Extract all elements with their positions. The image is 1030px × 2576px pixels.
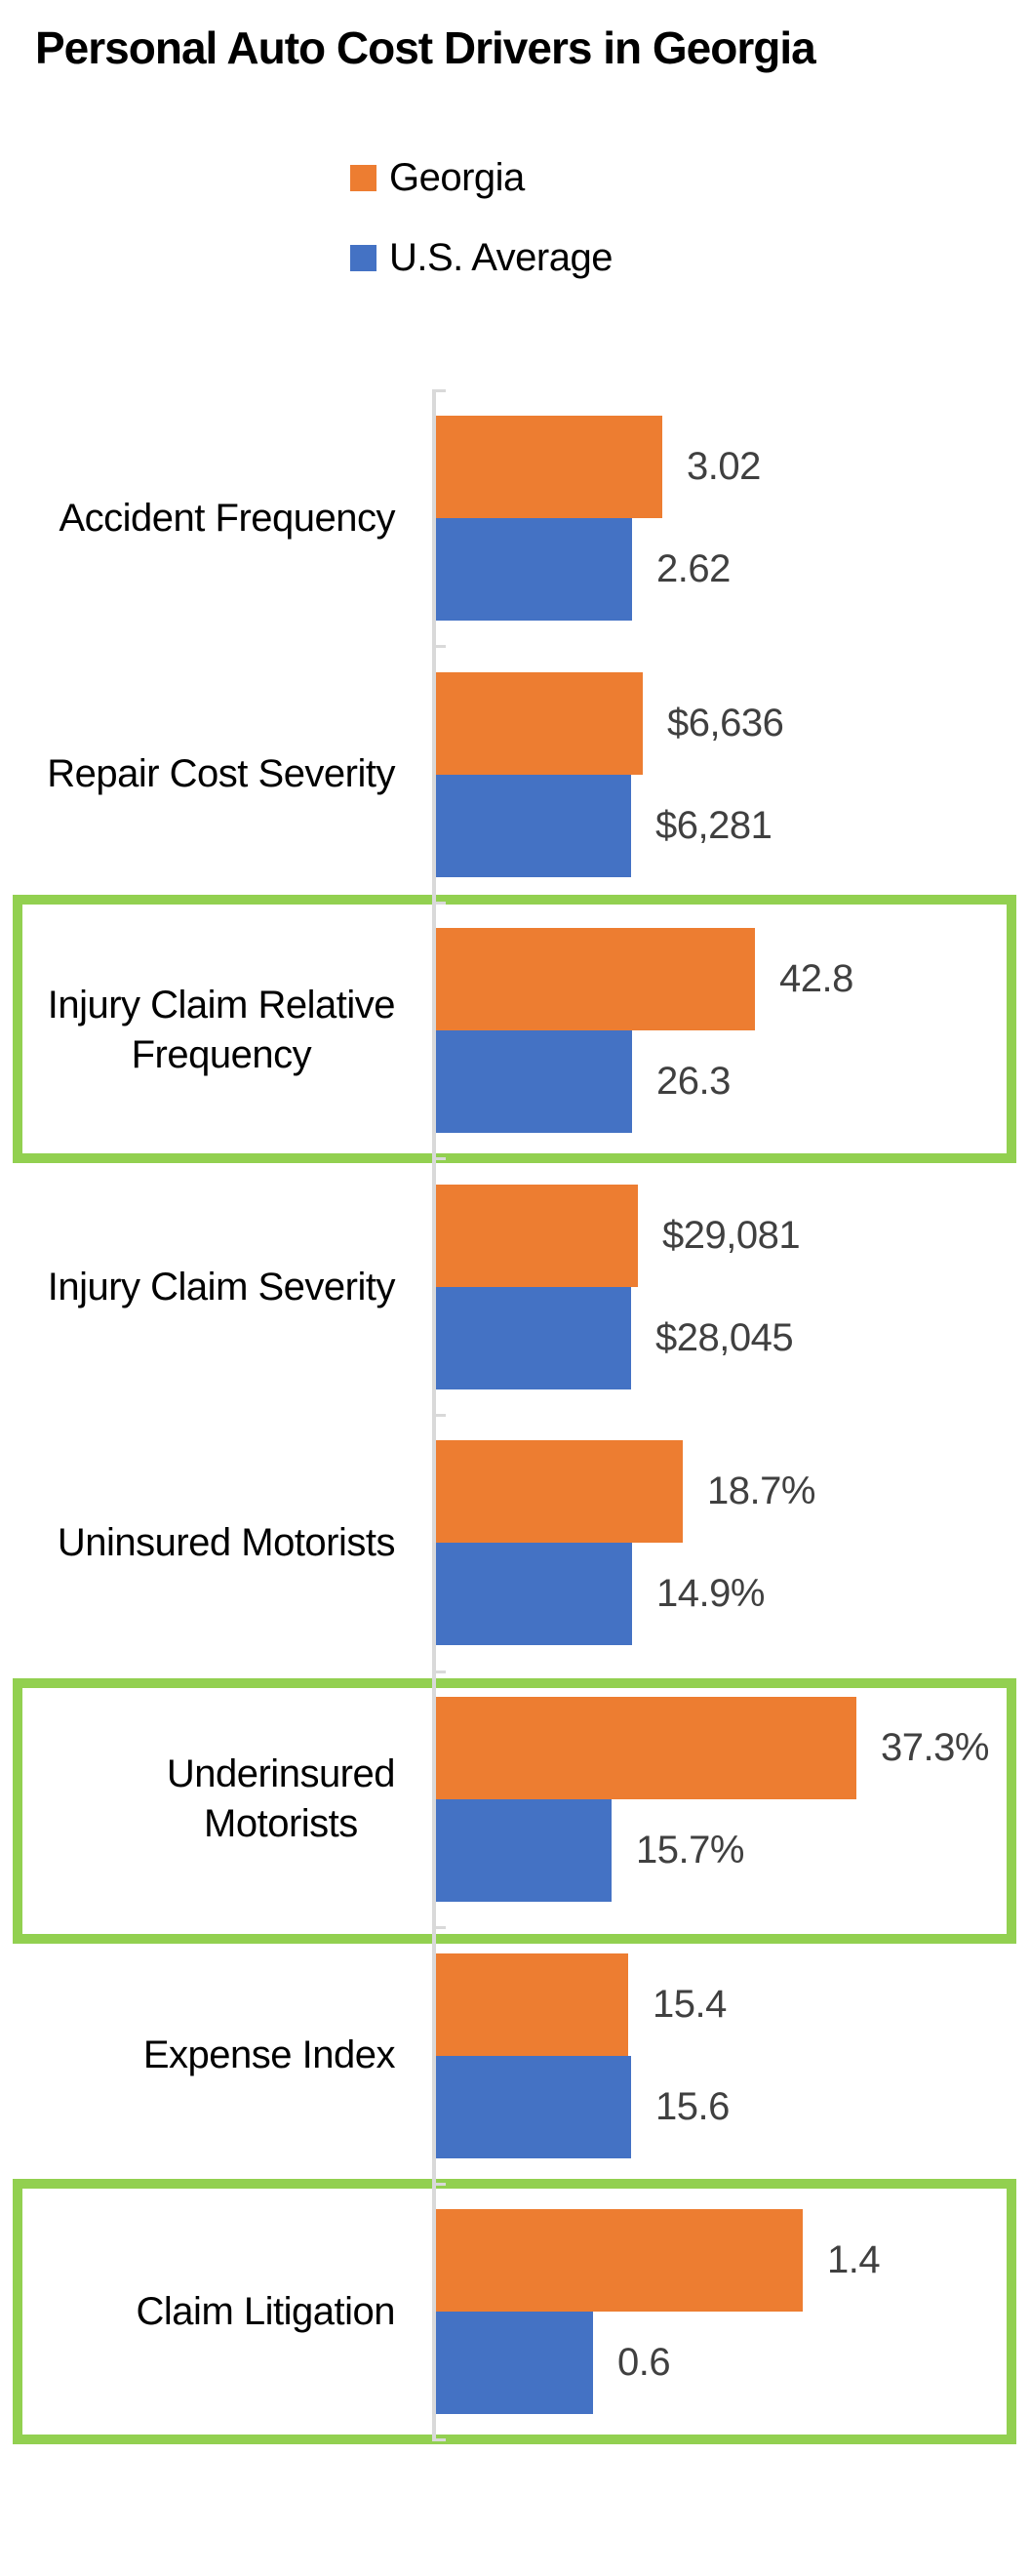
legend-swatch-georgia bbox=[350, 164, 376, 191]
data-label-georgia: 42.8 bbox=[779, 957, 853, 1001]
bar-georgia bbox=[436, 1697, 856, 1799]
category-label: Underinsured Motorists bbox=[166, 1671, 396, 1928]
data-label-us-average: 15.6 bbox=[655, 2084, 730, 2128]
axis-tick bbox=[432, 645, 446, 649]
bar-georgia bbox=[436, 2209, 803, 2313]
category-label-text: Repair Cost Severity bbox=[47, 752, 395, 796]
category-label-text: Claim Litigation bbox=[136, 2289, 396, 2333]
category-label: Accident Frequency bbox=[59, 390, 395, 647]
axis-tick bbox=[432, 2438, 446, 2442]
bar-us-average bbox=[436, 1799, 612, 1902]
legend-label-us-average: U.S. Average bbox=[389, 235, 613, 279]
bar-us-average bbox=[436, 518, 632, 621]
data-label-us-average: 26.3 bbox=[656, 1060, 731, 1104]
category-label: Uninsured Motorists bbox=[57, 1415, 396, 1671]
bar-georgia bbox=[436, 1184, 638, 1287]
category-label: Expense Index bbox=[142, 1928, 396, 2185]
data-label-us-average: 15.7% bbox=[636, 1829, 744, 1872]
bar-georgia bbox=[436, 671, 643, 775]
highlight-box bbox=[13, 2179, 1016, 2444]
axis-tick bbox=[432, 1413, 446, 1417]
highlight-box bbox=[13, 1678, 1016, 1944]
data-label-georgia: $29,081 bbox=[662, 1213, 801, 1257]
category-label: Claim Litigation bbox=[136, 2184, 396, 2440]
category-label-text: Accident Frequency bbox=[59, 496, 395, 540]
axis-tick bbox=[432, 1670, 446, 1673]
data-label-georgia: 18.7% bbox=[707, 1469, 815, 1513]
chart-title: Personal Auto Cost Drivers in Georgia bbox=[35, 22, 816, 73]
bar-georgia bbox=[436, 928, 755, 1031]
bar-us-average bbox=[436, 1543, 632, 1646]
category-label-text: Underinsured Motorists bbox=[166, 1752, 396, 1846]
bar-georgia bbox=[436, 1440, 683, 1544]
bar-georgia bbox=[436, 416, 662, 518]
bar-us-average bbox=[436, 2312, 593, 2415]
category-label-text: Injury Claim Relative Frequency bbox=[47, 984, 396, 1077]
axis-tick bbox=[432, 901, 446, 905]
bar-georgia bbox=[436, 1952, 628, 2056]
data-label-us-average: 0.6 bbox=[617, 2341, 671, 2385]
axis-tick bbox=[432, 1157, 446, 1161]
data-label-us-average: $28,045 bbox=[655, 1315, 794, 1359]
bar-us-average bbox=[436, 1286, 631, 1389]
data-label-georgia: 15.4 bbox=[653, 1982, 727, 2026]
data-label-us-average: 14.9% bbox=[656, 1572, 765, 1616]
axis-tick bbox=[432, 1926, 446, 1930]
data-label-georgia: $6,636 bbox=[667, 701, 784, 745]
data-label-georgia: 1.4 bbox=[827, 2238, 881, 2282]
category-label-text: Uninsured Motorists bbox=[57, 1521, 396, 1565]
bar-us-average bbox=[436, 2055, 631, 2158]
data-label-georgia: 3.02 bbox=[687, 445, 761, 488]
axis-tick bbox=[432, 2182, 446, 2186]
legend-item-georgia: Georgia bbox=[350, 156, 613, 199]
bar-us-average bbox=[436, 1030, 632, 1134]
category-label: Injury Claim Relative Frequency bbox=[47, 903, 396, 1159]
category-label: Injury Claim Severity bbox=[47, 1159, 396, 1416]
data-label-georgia: 37.3% bbox=[881, 1726, 989, 1769]
highlight-box bbox=[13, 895, 1016, 1163]
legend-label-georgia: Georgia bbox=[389, 155, 525, 199]
legend-swatch-us-average bbox=[350, 244, 376, 271]
category-label: Repair Cost Severity bbox=[47, 647, 395, 904]
legend: Georgia U.S. Average bbox=[350, 156, 613, 279]
bar-us-average bbox=[436, 774, 631, 877]
data-label-us-average: $6,281 bbox=[655, 803, 772, 847]
data-label-us-average: 2.62 bbox=[656, 547, 731, 590]
legend-item-us-average: U.S. Average bbox=[350, 236, 613, 279]
axis-tick bbox=[432, 388, 446, 392]
category-label-text: Injury Claim Severity bbox=[47, 1265, 396, 1308]
category-label-text: Expense Index bbox=[142, 2033, 396, 2077]
